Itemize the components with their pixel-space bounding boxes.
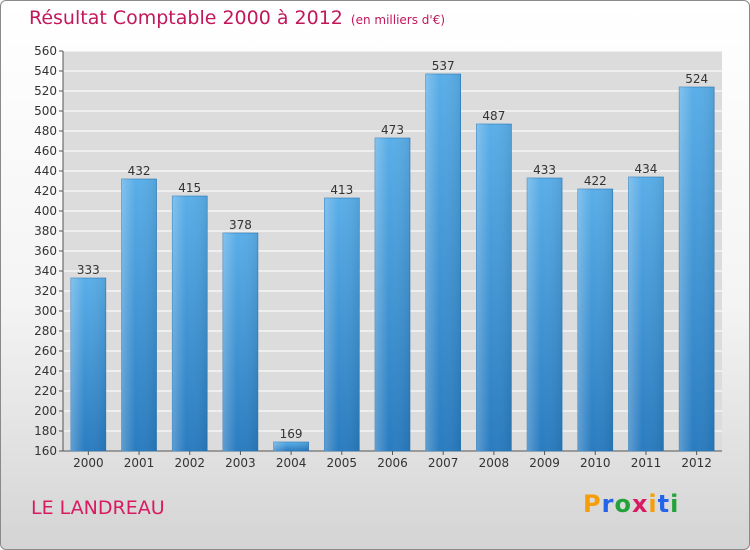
place-name: LE LANDREAU (31, 497, 165, 519)
data-label: 434 (635, 162, 658, 176)
bar-shine (628, 177, 664, 451)
bar-shine (425, 74, 461, 451)
y-tick-label: 200 (34, 404, 57, 418)
y-tick-label: 460 (34, 144, 57, 158)
data-label: 524 (685, 72, 708, 86)
y-tick-label: 280 (34, 324, 57, 338)
x-tick-label: 2012 (681, 456, 712, 470)
bar-shine (121, 179, 157, 451)
y-tick-label: 340 (34, 264, 57, 278)
y-tick-label: 440 (34, 164, 57, 178)
y-tick-label: 360 (34, 244, 57, 258)
y-tick-label: 320 (34, 284, 57, 298)
y-tick-label: 260 (34, 344, 57, 358)
bar-shine (679, 87, 715, 451)
x-tick-label: 2011 (631, 456, 662, 470)
data-label: 333 (77, 263, 100, 277)
x-tick-label: 2002 (174, 456, 205, 470)
y-tick-label: 420 (34, 184, 57, 198)
data-label: 413 (330, 183, 353, 197)
proxiti-logo: Proxiti (583, 490, 679, 518)
y-tick-label: 240 (34, 364, 57, 378)
logo-letter: r (601, 490, 615, 518)
x-tick-label: 2001 (124, 456, 155, 470)
data-label: 432 (128, 164, 151, 178)
y-tick-label: 220 (34, 384, 57, 398)
logo-letter: t (657, 490, 671, 518)
data-label: 433 (533, 163, 556, 177)
x-tick-label: 2004 (276, 456, 307, 470)
data-label: 415 (178, 181, 201, 195)
chart-title-text: Résultat Comptable 2000 à 2012 (29, 7, 343, 29)
data-label: 378 (229, 218, 252, 232)
x-tick-label: 2009 (529, 456, 560, 470)
x-tick-label: 2005 (327, 456, 358, 470)
bar-shine (476, 124, 512, 451)
data-label: 422 (584, 174, 607, 188)
bar-shine (70, 278, 106, 451)
bar-shine (273, 442, 309, 451)
x-tick-label: 2003 (225, 456, 256, 470)
bar-shine (375, 138, 410, 451)
x-tick-label: 2007 (428, 456, 459, 470)
y-tick-label: 300 (34, 304, 57, 318)
y-tick-label: 480 (34, 124, 57, 138)
bar-shine (324, 198, 360, 451)
y-tick-label: 180 (34, 424, 57, 438)
data-label: 537 (432, 59, 455, 73)
y-tick-label: 400 (34, 204, 57, 218)
bar-shine (172, 196, 208, 451)
x-tick-label: 2010 (580, 456, 611, 470)
y-tick-label: 380 (34, 224, 57, 238)
y-tick-label: 160 (34, 444, 57, 458)
data-label: 473 (381, 123, 404, 137)
bar-shine (527, 178, 563, 451)
x-tick-label: 2000 (73, 456, 104, 470)
x-tick-label: 2006 (377, 456, 408, 470)
logo-letter: P (583, 490, 602, 518)
y-tick-label: 520 (34, 84, 57, 98)
y-tick-label: 540 (34, 64, 57, 78)
logo-letter: i (670, 490, 680, 518)
y-tick-label: 500 (34, 104, 57, 118)
chart-title: Résultat Comptable 2000 à 2012 (en millie… (29, 7, 445, 29)
data-label: 169 (280, 427, 303, 441)
data-label: 487 (482, 109, 505, 123)
logo-letter: o (614, 490, 632, 518)
bar-shine (577, 189, 613, 451)
bar-shine (222, 233, 258, 451)
x-tick-label: 2008 (479, 456, 510, 470)
y-tick-label: 560 (34, 44, 57, 58)
chart-subtitle: (en milliers d'€) (350, 13, 446, 27)
logo-letter: x (631, 490, 649, 518)
logo-letter: i (648, 490, 658, 518)
